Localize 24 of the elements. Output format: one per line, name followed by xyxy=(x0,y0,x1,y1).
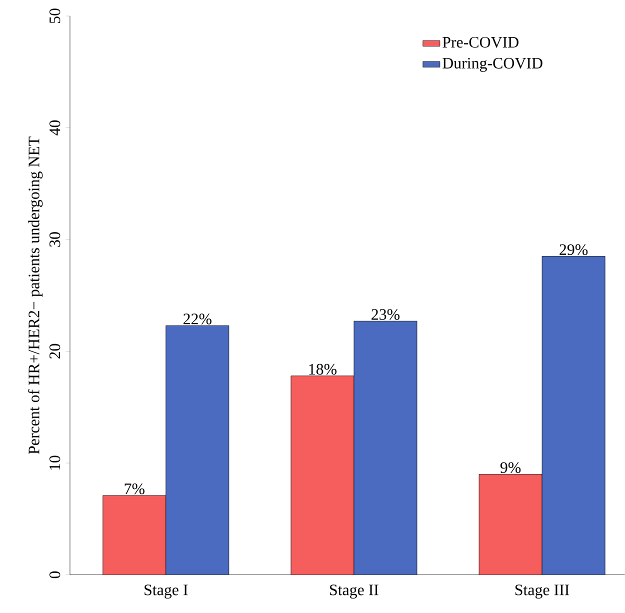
y-tick-label: 10 xyxy=(49,456,60,470)
legend-label: During-COVID xyxy=(442,58,542,72)
y-tick-label: 0 xyxy=(49,572,60,578)
bar xyxy=(478,474,542,575)
y-tick-label: 40 xyxy=(49,120,60,136)
y-tick-label: 20 xyxy=(49,344,60,359)
data-label: 7% xyxy=(124,484,144,494)
bar xyxy=(290,376,354,575)
legend-label: Pre-COVID xyxy=(442,37,518,48)
bar xyxy=(102,496,166,575)
bar xyxy=(354,321,417,575)
y-tick-label: 50 xyxy=(49,8,60,24)
data-label: 29% xyxy=(560,244,588,256)
bar xyxy=(542,256,606,575)
x-tick-label: Stage II xyxy=(330,584,378,599)
x-tick-label: Stage III xyxy=(515,584,570,599)
y-axis-title: Percent of HR+/HER2− patients undergoing NET xyxy=(28,136,43,454)
data-label: 9% xyxy=(500,462,521,474)
data-label: 23% xyxy=(372,309,400,320)
y-tick-label: 30 xyxy=(49,232,60,247)
data-label: 18% xyxy=(309,364,337,375)
x-tick-label: Stage I xyxy=(144,584,188,599)
bar xyxy=(166,326,229,575)
data-label: 22% xyxy=(184,314,212,324)
